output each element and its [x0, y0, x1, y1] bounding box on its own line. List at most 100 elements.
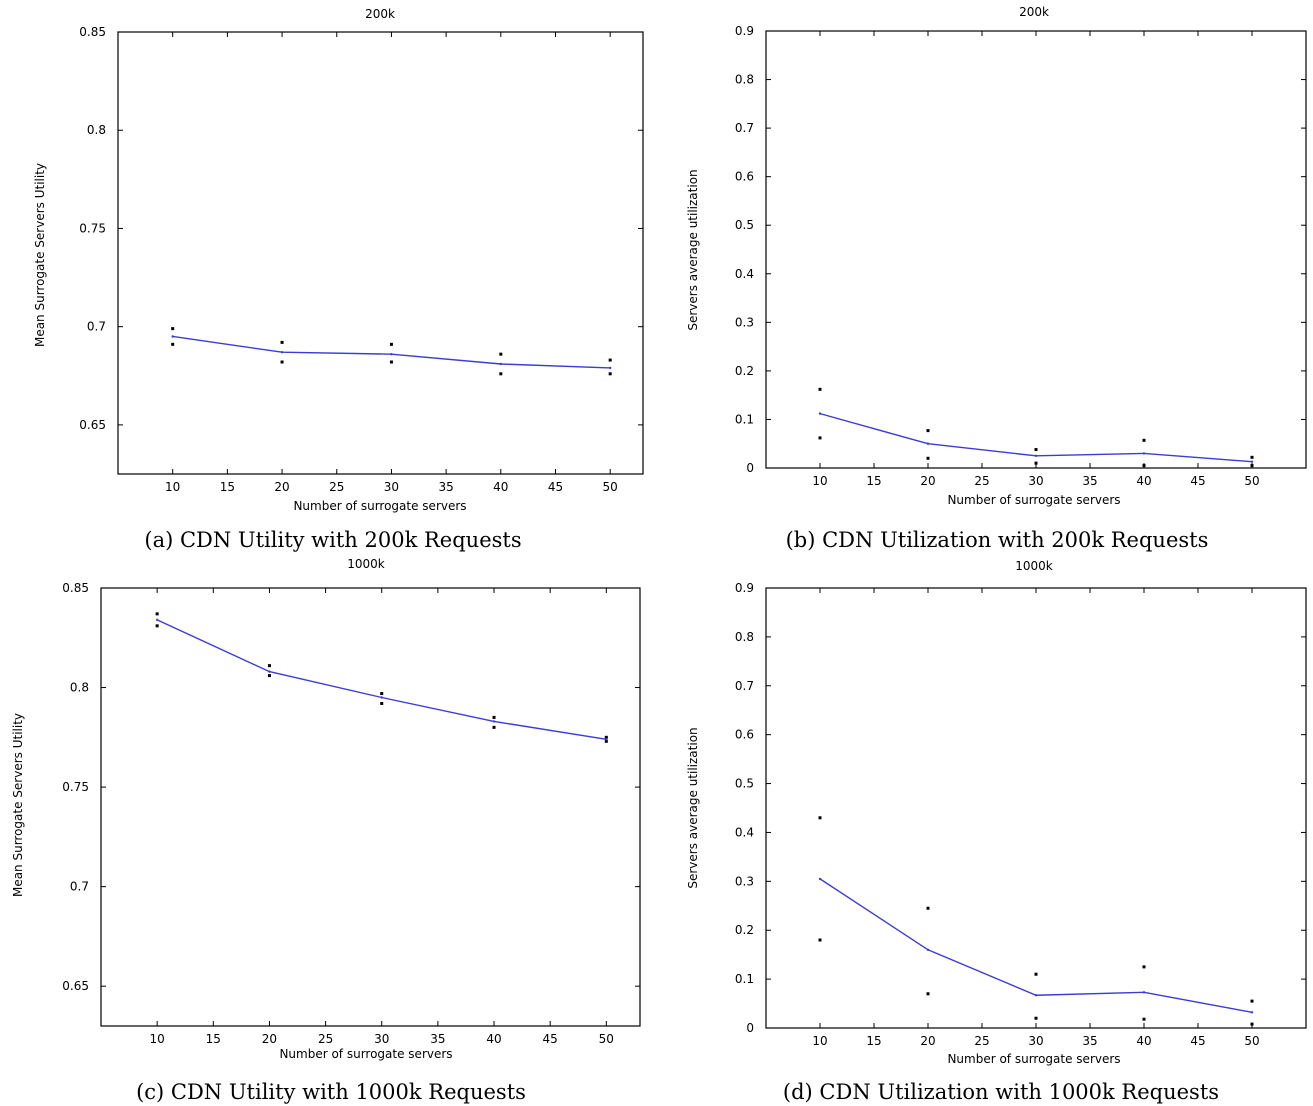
y-tick-label: 0.85 — [79, 25, 106, 39]
y-tick-label: 0 — [746, 461, 754, 475]
x-tick-label: 50 — [1244, 474, 1259, 488]
panel-b-x-ticks: 10 15 20 25 30 35 40 45 50 — [812, 31, 1260, 488]
data-point — [1034, 454, 1038, 458]
upper-bound-point — [267, 664, 271, 668]
data-point — [380, 696, 383, 699]
panel-d-x-ticks: 10 15 20 25 30 35 40 45 50 — [812, 588, 1260, 1048]
upper-bound-point — [1142, 438, 1146, 442]
upper-bound-point — [499, 352, 503, 356]
panel-d-title: 1000k — [1015, 559, 1053, 573]
data-point — [499, 362, 503, 366]
lower-bound-point — [155, 624, 159, 628]
lower-bound-point — [1142, 464, 1146, 468]
upper-bound-point — [492, 715, 496, 719]
upper-bound-point — [155, 612, 159, 616]
upper-bound-point — [818, 387, 822, 391]
x-tick-label: 35 — [1082, 1034, 1097, 1048]
y-tick-label: 0.7 — [70, 880, 89, 894]
x-tick-label: 40 — [1136, 1034, 1151, 1048]
panel-b-title: 200k — [1019, 5, 1049, 19]
y-tick-label: 0.65 — [79, 418, 106, 432]
x-tick-label: 35 — [438, 480, 453, 494]
lower-bound-point — [926, 992, 930, 996]
y-tick-label: 0.75 — [62, 780, 89, 794]
x-tick-label: 45 — [1190, 1034, 1205, 1048]
y-tick-label: 0.1 — [735, 412, 754, 426]
panel-a-series — [171, 327, 612, 376]
panel-c-plot-frame — [100, 587, 641, 1027]
y-tick-label: 0.4 — [735, 267, 754, 281]
panel-b-y-ticks: 0 0.1 0.2 0.3 0.4 0.5 0.6 0.7 0.8 0.9 — [735, 24, 1306, 475]
data-point — [608, 366, 612, 370]
x-tick-label: 40 — [486, 1032, 501, 1046]
upper-bound-point — [608, 358, 612, 362]
series-line — [819, 878, 1253, 1014]
panel-a-ylabel: Mean Surrogate Servers Utility — [33, 163, 47, 347]
y-tick-label: 0.2 — [735, 364, 754, 378]
data-point — [492, 720, 496, 723]
x-tick-label: 20 — [262, 1032, 277, 1046]
panel-c: 1000k 0.65 0.7 0.75 0.8 0.85 10 15 20 25 30 35 40 4… — [11, 557, 641, 1104]
panel-c-caption: (c) CDN Utility with 1000k Requests — [136, 1080, 526, 1104]
panel-d-caption: (d) CDN Utilization with 1000k Requests — [783, 1080, 1219, 1104]
panel-a-xlabel: Number of surrogate servers — [293, 499, 466, 513]
data-point — [155, 618, 159, 622]
upper-bound-point — [1034, 448, 1038, 452]
y-tick-label: 0.9 — [735, 24, 754, 38]
data-point — [1142, 991, 1146, 994]
x-tick-label: 45 — [1190, 474, 1205, 488]
panel-c-series — [155, 612, 608, 743]
upper-bound-point — [380, 692, 384, 696]
panel-b-plot-frame — [765, 30, 1307, 469]
data-point — [1250, 1011, 1254, 1014]
x-tick-label: 20 — [920, 1034, 935, 1048]
data-point — [280, 351, 284, 354]
data-point — [605, 738, 608, 741]
panel-a-caption: (a) CDN Utility with 200k Requests — [144, 528, 521, 552]
panel-b-caption: (b) CDN Utilization with 200k Requests — [786, 528, 1209, 552]
data-point — [818, 877, 822, 881]
x-tick-label: 25 — [329, 480, 344, 494]
panel-a-x-ticks: 10 15 20 25 30 35 40 45 50 — [165, 32, 618, 494]
y-tick-label: 0.7 — [87, 320, 106, 334]
lower-bound-point — [818, 938, 822, 942]
panel-c-ylabel: Mean Surrogate Servers Utility — [11, 713, 25, 897]
x-tick-label: 10 — [150, 1032, 165, 1046]
lower-bound-point — [1034, 461, 1038, 465]
data-point — [818, 412, 822, 415]
x-tick-label: 45 — [543, 1032, 558, 1046]
panel-a-title: 200k — [365, 7, 395, 21]
lower-bound-point — [604, 739, 608, 743]
data-point — [1142, 452, 1146, 455]
lower-bound-point — [1250, 464, 1254, 468]
upper-bound-point — [1250, 999, 1254, 1003]
panel-d-ylabel: Servers average utilization — [686, 727, 700, 888]
y-tick-label: 0.85 — [62, 581, 89, 595]
y-tick-label: 0.1 — [735, 972, 754, 986]
panel-c-xlabel: Number of surrogate servers — [279, 1047, 452, 1061]
x-tick-label: 25 — [974, 1034, 989, 1048]
panel-d-series — [818, 816, 1254, 1026]
x-tick-label: 20 — [274, 480, 289, 494]
data-point — [268, 670, 271, 673]
y-tick-label: 0.4 — [735, 825, 754, 839]
lower-bound-point — [818, 436, 822, 440]
panel-d-y-ticks: 0 0.1 0.2 0.3 0.4 0.5 0.6 0.7 0.8 0.9 — [735, 581, 1306, 1035]
data-point — [926, 442, 930, 445]
y-tick-label: 0.8 — [735, 630, 754, 644]
x-tick-label: 50 — [1244, 1034, 1259, 1048]
upper-bound-point — [171, 327, 175, 331]
data-point — [1034, 994, 1038, 997]
panel-b-series — [818, 387, 1254, 468]
x-tick-label: 20 — [920, 474, 935, 488]
x-tick-label: 25 — [318, 1032, 333, 1046]
x-tick-label: 30 — [1028, 1034, 1043, 1048]
y-tick-label: 0.8 — [70, 681, 89, 695]
lower-bound-point — [389, 360, 393, 364]
y-tick-label: 0.3 — [735, 874, 754, 888]
upper-bound-point — [1034, 972, 1038, 976]
x-tick-label: 35 — [1082, 474, 1097, 488]
x-tick-label: 25 — [974, 474, 989, 488]
x-tick-label: 50 — [603, 480, 618, 494]
